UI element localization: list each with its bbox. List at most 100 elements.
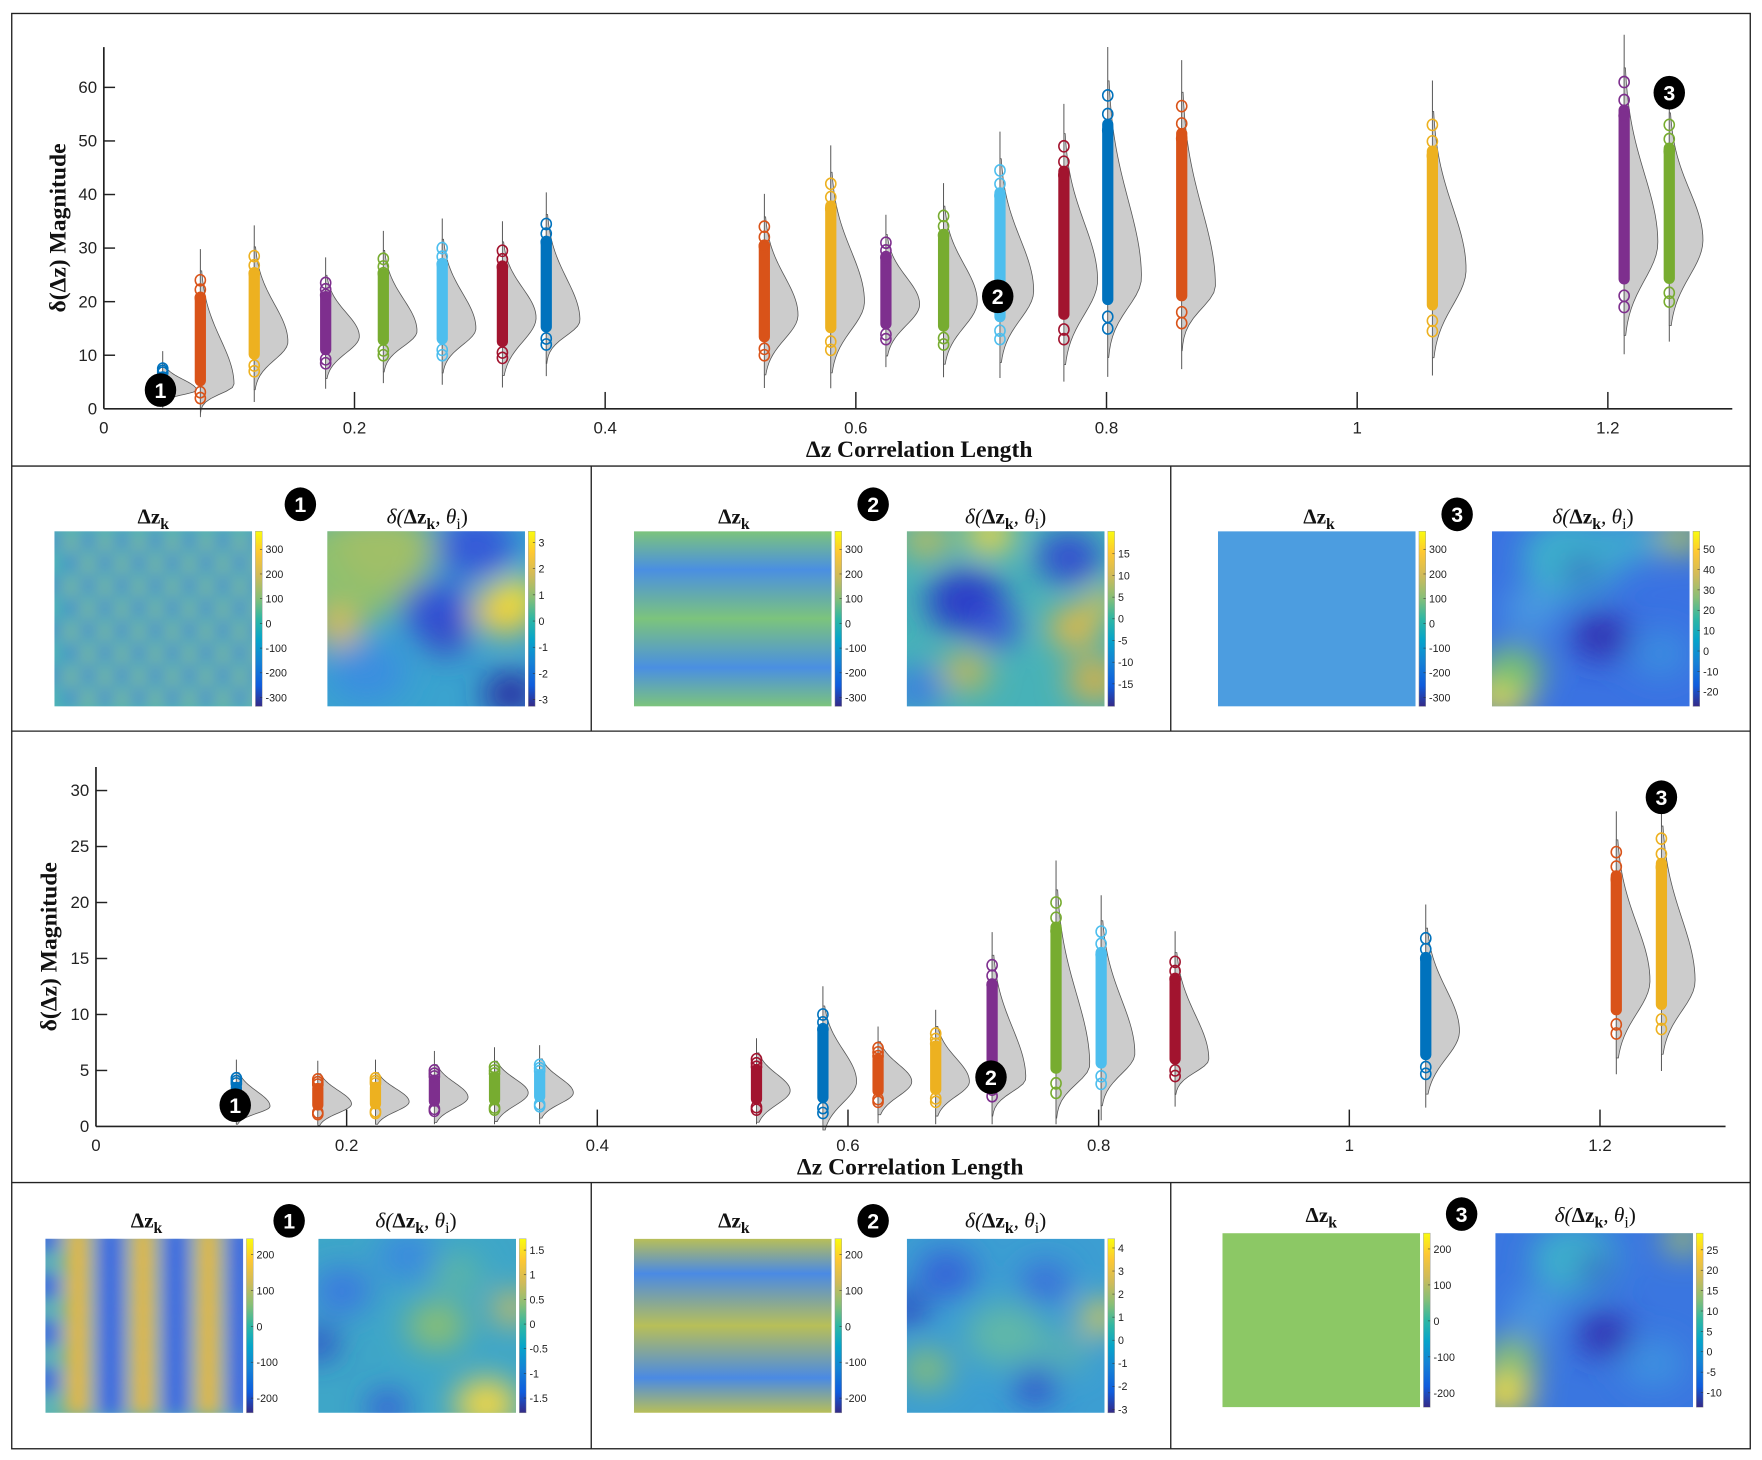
badge-circle — [982, 279, 1014, 314]
data-point — [194, 391, 207, 405]
data-point — [436, 348, 449, 362]
title-sub2: i — [1622, 516, 1627, 533]
colorbar-tick-label: 100 — [1429, 594, 1447, 606]
title-main: Δz — [718, 1209, 741, 1233]
violin-green — [1050, 860, 1091, 1125]
map-title-delta: δ(Δzk, θi) — [1552, 504, 1633, 533]
blob — [193, 1273, 223, 1299]
badge-label: 1 — [283, 1210, 295, 1234]
blob — [116, 694, 128, 706]
annotation-badge: 2 — [857, 1203, 889, 1238]
data-point — [540, 235, 553, 249]
violin-points-bar — [750, 1064, 763, 1105]
badge-circle — [273, 1203, 305, 1238]
data-point — [194, 283, 207, 297]
data-point — [880, 327, 892, 341]
blob — [193, 1391, 223, 1413]
title-pre: δ( — [965, 504, 984, 528]
violin-points-bar — [880, 252, 892, 330]
violin-points-bar — [488, 1071, 501, 1106]
colorbar-tick-label: 15 — [1118, 549, 1130, 561]
heatmap-dz: 300 200 100 0 -100 -200 -300 — [54, 530, 287, 707]
y-tick-label: 50 — [78, 132, 97, 151]
title-main: Δz — [392, 1209, 415, 1233]
blob — [226, 1273, 244, 1299]
violin-density — [539, 1058, 574, 1119]
badge-label: 3 — [1456, 1203, 1468, 1227]
data-point — [994, 324, 1006, 338]
title-mid: , θ — [1014, 504, 1035, 528]
blob — [226, 1344, 244, 1370]
colorbar-tick-label: -100 — [257, 1357, 278, 1369]
colorbar-tick-label: 0 — [1118, 614, 1124, 626]
blob — [407, 1302, 467, 1350]
badge-label: 3 — [1663, 82, 1675, 106]
data-point — [248, 249, 261, 263]
blob — [80, 622, 96, 638]
title-sub2: i — [456, 516, 461, 533]
data-point — [929, 1032, 942, 1046]
blob — [63, 1273, 93, 1299]
heatmap-image — [327, 531, 525, 707]
badge-label: 3 — [1451, 503, 1463, 527]
badge-circle — [1441, 497, 1473, 532]
title-post: ) — [461, 504, 468, 528]
blob — [99, 671, 111, 683]
x-tick-label: 1 — [1345, 1136, 1354, 1155]
blob — [226, 1367, 244, 1393]
violin-blue — [817, 986, 857, 1131]
blob — [327, 639, 407, 703]
blob — [193, 1344, 223, 1370]
data-point — [496, 346, 509, 359]
figure-frame — [11, 12, 1751, 1450]
heatmap-image — [318, 1238, 516, 1413]
x-tick-label: 0.4 — [586, 1136, 609, 1155]
blob — [54, 577, 63, 593]
title-main: Δz — [982, 1209, 1005, 1233]
violin-purple — [319, 257, 360, 389]
blob — [268, 582, 279, 593]
blob — [116, 604, 128, 616]
violin-density — [317, 1073, 352, 1126]
blob — [377, 1238, 437, 1280]
y-tick-label: 60 — [78, 78, 97, 97]
blob — [65, 581, 77, 593]
blob — [147, 532, 164, 549]
map-title-dz: Δzk — [1303, 504, 1335, 533]
violin-density — [1181, 91, 1216, 352]
colorbar-tick-label: -15 — [1118, 679, 1133, 691]
data-point — [1050, 896, 1062, 909]
blob — [1041, 1333, 1089, 1371]
badge-circle — [284, 487, 317, 522]
colorbar-tick-label: -300 — [845, 692, 866, 704]
violin-yellow — [248, 225, 289, 403]
x-tick-label: 0.2 — [335, 1136, 358, 1155]
blob — [166, 626, 178, 638]
heatmap-blobs — [45, 1238, 320, 1413]
blob — [432, 1254, 481, 1293]
data-point — [937, 228, 950, 242]
blob — [291, 1344, 320, 1369]
colorbar-tick-label: 2 — [1118, 1289, 1124, 1301]
colorbar-tick-label: -200 — [1429, 668, 1450, 680]
blob — [193, 1367, 223, 1393]
y-tick-label: 0 — [88, 399, 97, 418]
heatmap-blobs — [1491, 531, 1690, 707]
violin-purple — [428, 1050, 469, 1125]
blob — [63, 1320, 93, 1346]
title-sub: k — [1592, 516, 1601, 533]
colorbar-tick-label: -5 — [1118, 635, 1128, 647]
data-point — [1101, 123, 1114, 137]
blob — [259, 1368, 288, 1393]
blob — [906, 666, 945, 707]
title-sub: k — [154, 1220, 163, 1237]
x-tick-label: 0 — [91, 1136, 100, 1155]
title-post: ) — [1039, 504, 1046, 528]
data-point — [1058, 323, 1070, 336]
data-point — [540, 217, 553, 231]
colorbar-tick-label: -100 — [1429, 643, 1450, 655]
violin-points-bar — [540, 236, 552, 333]
data-point — [758, 239, 771, 253]
data-point — [1050, 911, 1062, 925]
colorbar-tick-label: -100 — [1434, 1352, 1455, 1364]
